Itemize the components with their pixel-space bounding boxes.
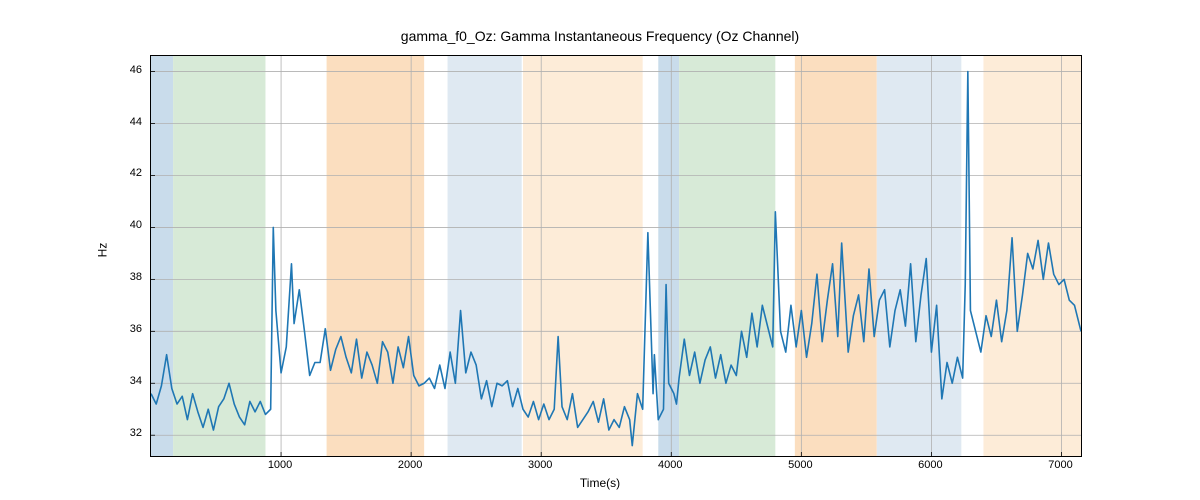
xtick-label: 1000 <box>250 459 310 471</box>
shaded-region <box>795 56 877 456</box>
shaded-region <box>327 56 425 456</box>
ytick-label: 46 <box>102 64 142 76</box>
shaded-region <box>679 56 775 456</box>
shaded-region <box>151 56 173 456</box>
ytick-label: 32 <box>102 427 142 439</box>
ytick-label: 38 <box>102 271 142 283</box>
figure: gamma_f0_Oz: Gamma Instantaneous Frequen… <box>0 0 1200 500</box>
ytick-label: 34 <box>102 375 142 387</box>
plot-area <box>150 55 1082 457</box>
shaded-region <box>983 56 1081 456</box>
shaded-region <box>658 56 679 456</box>
plot-svg <box>151 56 1081 456</box>
xtick-label: 2000 <box>380 459 440 471</box>
xtick-label: 7000 <box>1030 459 1090 471</box>
xtick-label: 3000 <box>510 459 570 471</box>
xtick-label: 5000 <box>770 459 830 471</box>
ytick-label: 40 <box>102 219 142 231</box>
shaded-region <box>173 56 265 456</box>
ytick-label: 44 <box>102 116 142 128</box>
x-axis-label: Time(s) <box>0 476 1200 490</box>
xtick-label: 4000 <box>640 459 700 471</box>
ytick-label: 42 <box>102 167 142 179</box>
ytick-label: 36 <box>102 323 142 335</box>
shaded-region <box>877 56 962 456</box>
xtick-label: 6000 <box>900 459 960 471</box>
chart-title: gamma_f0_Oz: Gamma Instantaneous Frequen… <box>0 28 1200 44</box>
